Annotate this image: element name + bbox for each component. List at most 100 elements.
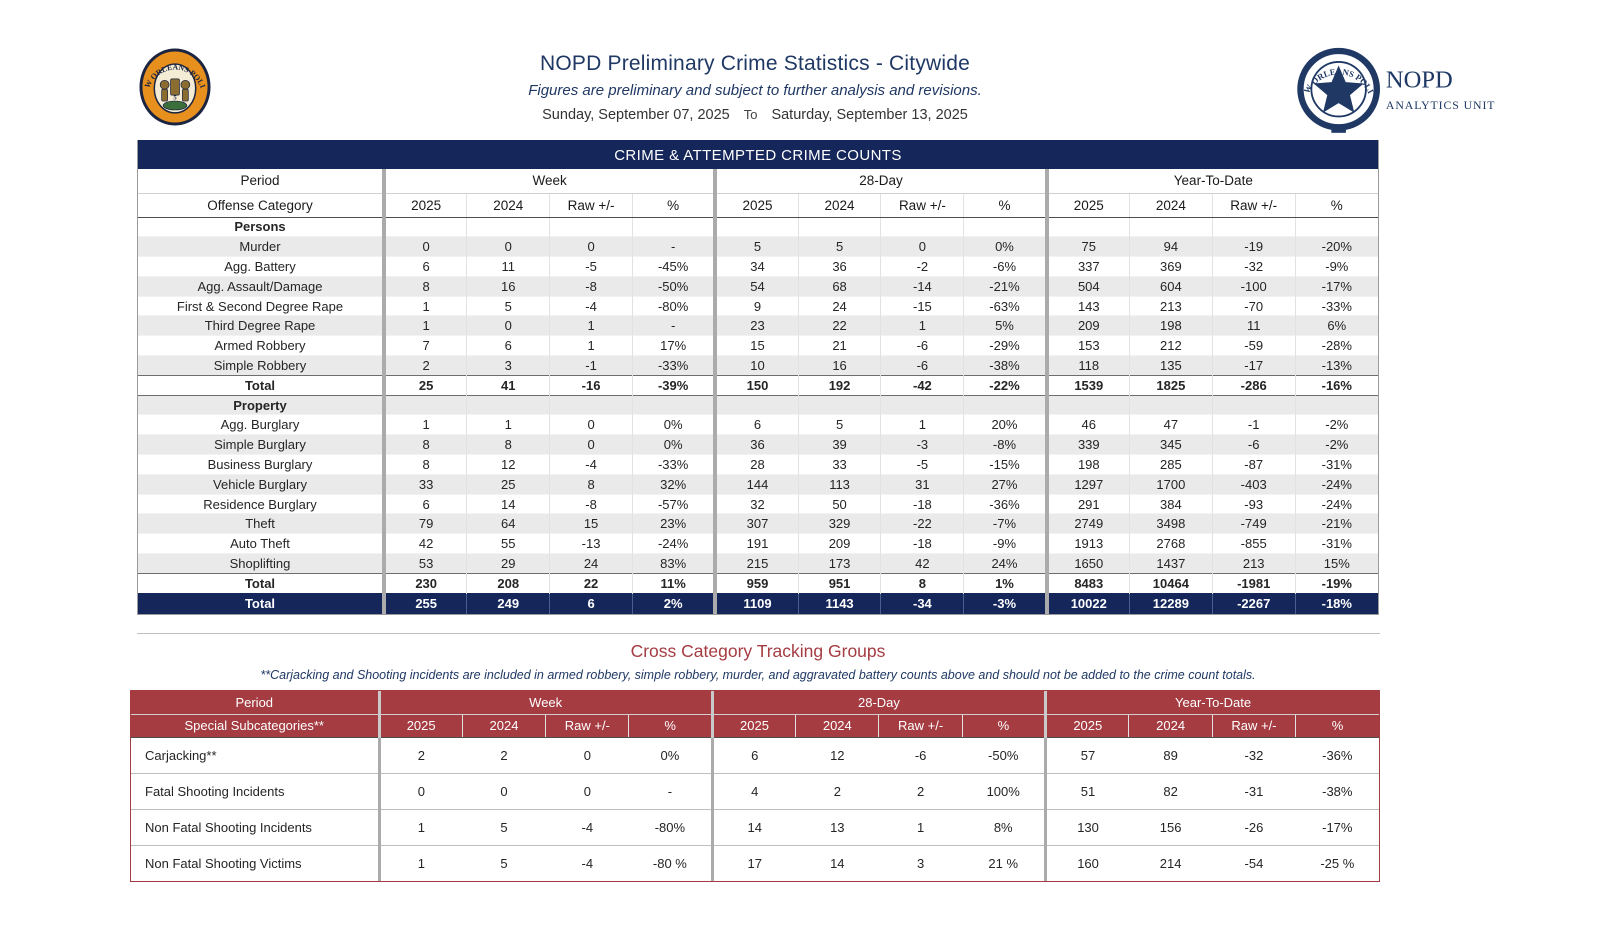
- value-cell: -18%: [1294, 592, 1378, 615]
- value-cell: 39: [797, 434, 881, 455]
- value-cell: 5%: [963, 315, 1047, 336]
- value-cell: 2%: [631, 592, 716, 615]
- value-cell: -17: [1211, 355, 1296, 376]
- empty-cell: [549, 394, 633, 415]
- grand-total-row: Total 255 249 6 2% 1109 1143 -34 -3% 10022 12289 -2…: [138, 592, 1378, 615]
- crime-table-body: Persons Murder 0 0 0-5 5 0 0% 75 94 -19 -20% Agg. Ba…: [138, 216, 1378, 615]
- empty-cell: [549, 216, 633, 237]
- row-label: Agg. Battery: [138, 256, 384, 277]
- section-name: Property: [138, 394, 384, 415]
- row-label: Murder: [138, 236, 384, 257]
- value-cell: -2%: [1294, 414, 1378, 435]
- value-cell: -59: [1211, 335, 1296, 356]
- value-cell: 1297: [1044, 473, 1130, 495]
- empty-cell: [631, 216, 716, 237]
- value-cell: 42: [880, 553, 964, 574]
- section-header-row: Property: [138, 394, 1378, 415]
- empty-cell: [797, 216, 881, 237]
- value-cell: -14: [880, 275, 964, 297]
- value-cell: 14: [710, 808, 796, 845]
- value-cell: -18: [880, 493, 964, 514]
- row-label: Simple Robbery: [138, 355, 384, 376]
- value-cell: -16: [549, 374, 633, 396]
- group-label: Year-To-Date: [1044, 691, 1379, 715]
- row-label: Non Fatal Shooting Incidents: [131, 808, 379, 845]
- value-cell: 1: [382, 414, 467, 435]
- report-subtitle: Figures are preliminary and subject to f…: [528, 82, 982, 99]
- value-cell: 208: [466, 572, 550, 594]
- value-cell: 21: [797, 335, 881, 356]
- tracking-table: Period Week 28-Day Year-To-Date Special Subc…: [131, 691, 1379, 881]
- value-cell: -19%: [1294, 572, 1378, 594]
- value-cell: 57: [1044, 736, 1129, 773]
- value-cell: -2: [880, 256, 964, 277]
- subcolumn-header: Raw +/-: [545, 714, 629, 738]
- value-cell: 3498: [1128, 513, 1213, 534]
- value-cell: 504: [1044, 275, 1130, 297]
- date-from: Sunday, September 07, 2025: [542, 107, 730, 123]
- value-cell: 1: [382, 315, 467, 336]
- group-label: 28-Day: [713, 169, 1047, 194]
- value-cell: -63%: [963, 295, 1047, 316]
- row-label: Total: [138, 592, 384, 615]
- value-cell: 5: [462, 844, 546, 881]
- value-cell: 291: [1044, 493, 1130, 514]
- subcolumn-header: 2025: [382, 193, 467, 218]
- value-cell: 0: [545, 772, 629, 809]
- empty-cell: [797, 394, 881, 415]
- value-cell: -33%: [631, 454, 716, 475]
- empty-cell: [1211, 394, 1296, 415]
- value-cell: -6%: [963, 256, 1047, 277]
- value-cell: 25: [466, 473, 550, 495]
- row-label: Carjacking**: [131, 736, 379, 773]
- period-header: Period: [131, 691, 379, 715]
- value-cell: -9%: [1294, 256, 1378, 277]
- value-cell: -32: [1212, 736, 1296, 773]
- value-cell: 8483: [1044, 572, 1130, 594]
- value-cell: -4: [545, 808, 629, 845]
- value-cell: -5: [549, 256, 633, 277]
- value-cell: 8: [382, 454, 467, 475]
- value-cell: 255: [382, 592, 467, 615]
- value-cell: -8: [549, 493, 633, 514]
- value-cell: 8: [466, 434, 550, 455]
- value-cell: -38%: [1295, 772, 1379, 809]
- table-row: Simple Robbery 2 3 -1 -33% 10 16 -6 -38% 118 135 -1…: [138, 355, 1378, 376]
- value-cell: -7%: [963, 513, 1047, 534]
- value-cell: 8: [382, 275, 467, 297]
- value-cell: 36: [713, 434, 799, 455]
- value-cell: -16%: [1294, 374, 1378, 396]
- value-cell: 94: [1128, 236, 1213, 257]
- subcolumn-header: 2025: [1044, 193, 1130, 218]
- value-cell: -54: [1212, 844, 1296, 881]
- value-cell: 42: [382, 533, 467, 554]
- value-cell: 55: [466, 533, 550, 554]
- value-cell: -50%: [631, 275, 716, 297]
- row-label: Total: [138, 374, 384, 396]
- section-header-row: Persons: [138, 216, 1378, 237]
- empty-cell: [1128, 394, 1213, 415]
- value-cell: 12289: [1128, 592, 1213, 615]
- value-cell: 173: [797, 553, 881, 574]
- value-cell: -21%: [963, 275, 1047, 297]
- value-cell: -9%: [963, 533, 1047, 554]
- value-cell: 15%: [1294, 553, 1378, 574]
- value-cell: 2: [795, 772, 879, 809]
- value-cell: -6: [880, 335, 964, 356]
- value-cell: 20%: [963, 414, 1047, 435]
- value-cell: 209: [797, 533, 881, 554]
- value-cell: -31%: [1294, 454, 1378, 475]
- value-cell: 28: [713, 454, 799, 475]
- value-cell: 16: [797, 355, 881, 376]
- tracking-table-header: Period Week 28-Day Year-To-Date Special Subc…: [131, 691, 1379, 738]
- empty-cell: [713, 216, 799, 237]
- group-label: 28-Day: [710, 691, 1046, 715]
- tracking-row: Carjacking** 2 2 0 0% 6 12 -6 -50% 57 89 -32 -36%: [131, 736, 1379, 773]
- value-cell: -15: [880, 295, 964, 316]
- empty-cell: [382, 216, 467, 237]
- table-row: Agg. Burglary 1 1 0 0% 6 5 1 20% 46 47 -1 -2%: [138, 414, 1378, 435]
- value-cell: 22: [549, 572, 633, 594]
- period-header: Period: [138, 169, 384, 194]
- value-cell: -8%: [963, 434, 1047, 455]
- empty-cell: [1294, 216, 1378, 237]
